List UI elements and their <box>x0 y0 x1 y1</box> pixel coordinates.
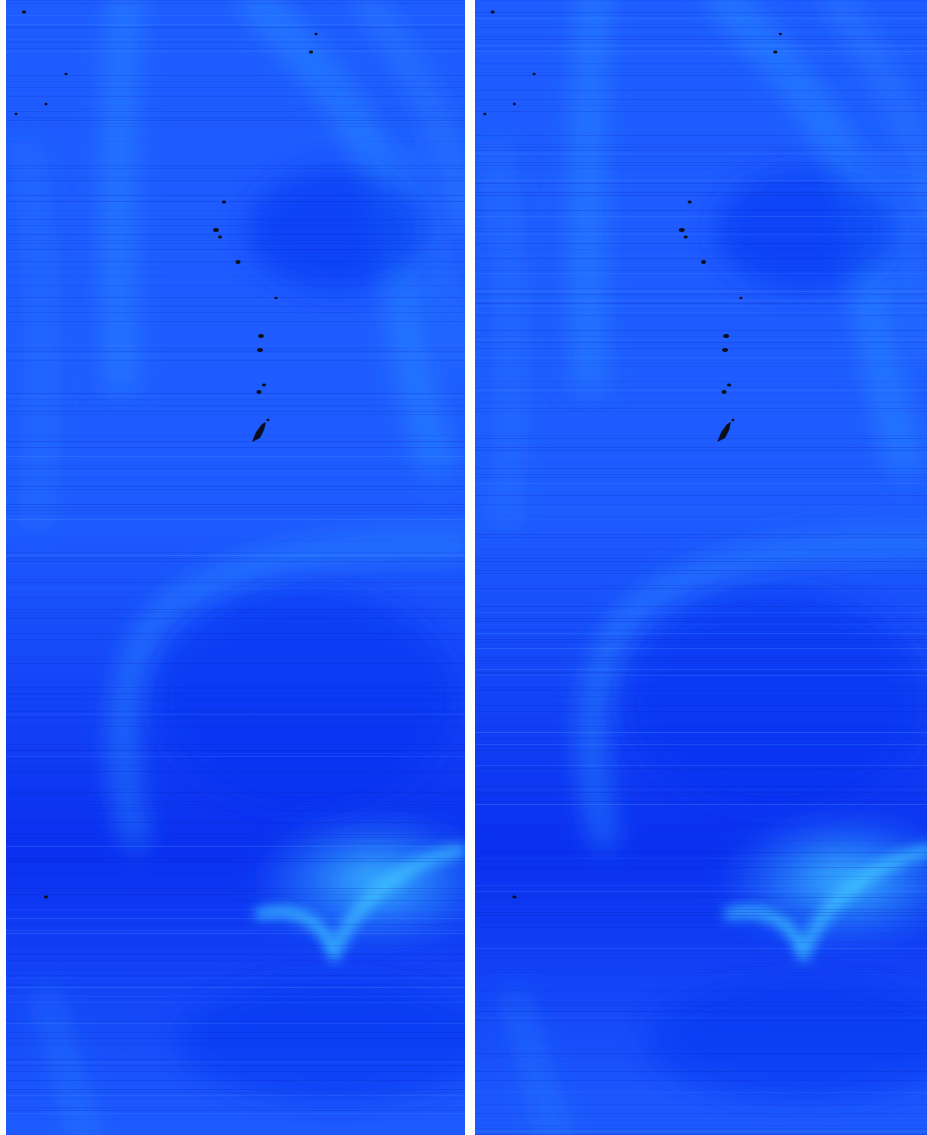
left-intensity-map <box>6 0 465 1135</box>
right-image-panel <box>475 0 927 1135</box>
bright-emission-region <box>246 810 465 962</box>
dark-speck <box>687 200 692 204</box>
bright-emission-region <box>715 810 927 962</box>
dark-speck <box>773 50 778 54</box>
dark-blob <box>252 422 266 442</box>
dark-speck <box>483 112 487 116</box>
dark-speck <box>678 228 685 232</box>
dark-specks <box>483 10 782 899</box>
dark-speck <box>722 348 729 352</box>
dark-speck <box>314 32 318 36</box>
dark-regions <box>156 170 465 1100</box>
dark-speck <box>721 390 727 394</box>
dark-speck <box>14 112 18 116</box>
dark-speck <box>235 260 241 264</box>
dark-speck <box>683 235 688 239</box>
dark-speck <box>731 418 735 422</box>
dark-speck <box>213 228 219 232</box>
dark-speck <box>257 348 263 352</box>
dark-speck <box>490 10 495 14</box>
dark-speck <box>701 260 706 264</box>
dark-speck <box>22 10 26 14</box>
dark-speck <box>258 334 264 338</box>
dark-speck <box>44 895 48 899</box>
dark-speck <box>727 383 732 387</box>
dark-speck <box>64 72 68 76</box>
dark-speck <box>222 200 226 204</box>
dark-blob <box>717 422 731 442</box>
dark-speck <box>262 383 266 387</box>
dark-speck <box>739 296 743 300</box>
dark-specks <box>14 10 318 899</box>
dark-regions <box>625 170 927 1100</box>
dark-speck <box>309 50 313 54</box>
dark-speck <box>256 390 262 394</box>
scan-line-artifacts <box>475 0 927 1135</box>
left-image-panel <box>6 0 465 1135</box>
dark-speck <box>778 32 782 36</box>
dark-speck <box>274 296 278 300</box>
dark-speck <box>266 418 270 422</box>
right-intensity-map <box>475 0 927 1135</box>
dark-speck <box>512 895 517 899</box>
dark-speck <box>723 334 730 338</box>
scan-line-artifacts <box>6 0 465 1135</box>
dark-speck <box>532 72 536 76</box>
dark-speck <box>44 102 48 106</box>
dark-speck <box>218 235 222 239</box>
dark-speck <box>512 102 516 106</box>
